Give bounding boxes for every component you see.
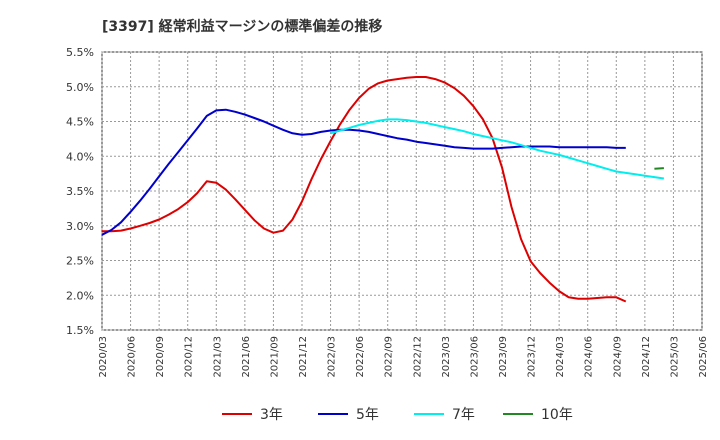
legend-label: 3年 <box>260 407 283 423</box>
x-tick-labels: 2020/03 2020/06 2020/09 2020/12 2021/03 2021/… <box>98 336 709 378</box>
y-gridlines <box>102 51 702 331</box>
x-tick-label: 2021/06 <box>241 336 252 378</box>
x-tick-label: 2020/09 <box>155 336 166 378</box>
x-tick-label: 2025/06 <box>698 336 709 378</box>
x-tick-label: 2022/12 <box>412 336 423 378</box>
y-tick-labels: 5.5% 5.0% 4.5% 4.0% 3.5% 3.0% 2.5% 2.0% 1.5% <box>66 46 94 337</box>
legend-label: 10年 <box>541 407 573 423</box>
series-layer <box>101 76 665 303</box>
y-tick-label: 5.0% <box>66 81 94 94</box>
x-tick-label: 2020/12 <box>184 336 195 378</box>
y-tick-label: 3.5% <box>66 185 94 198</box>
chart-title: [3397] 経常利益マージンの標準偏差の推移 <box>102 19 383 35</box>
legend-label: 7年 <box>452 407 475 423</box>
x-tick-label: 2022/09 <box>384 336 395 378</box>
series-line-3 <box>330 118 665 180</box>
x-tick-label: 2020/06 <box>127 336 138 378</box>
x-tick-label: 2024/09 <box>612 336 623 378</box>
x-tick-label: 2020/03 <box>98 336 109 378</box>
x-tick-label: 2025/03 <box>669 336 680 378</box>
x-tick-label: 2023/06 <box>469 336 480 378</box>
x-tick-label: 2023/09 <box>498 336 509 378</box>
x-tick-label: 2023/12 <box>527 336 538 378</box>
y-tick-label: 2.0% <box>66 289 94 302</box>
x-tick-label: 2022/06 <box>355 336 366 378</box>
x-tick-label: 2021/03 <box>212 336 223 378</box>
y-tick-label: 1.5% <box>66 324 94 337</box>
y-tick-label: 5.5% <box>66 46 94 59</box>
x-tick-label: 2021/12 <box>298 336 309 378</box>
series-line-4 <box>654 167 664 170</box>
x-tick-label: 2024/12 <box>641 336 652 378</box>
y-tick-label: 4.5% <box>66 116 94 129</box>
legend-label: 5年 <box>356 407 379 423</box>
y-tick-label: 3.0% <box>66 220 94 233</box>
x-tick-label: 2021/09 <box>269 336 280 378</box>
y-tick-label: 4.0% <box>66 150 94 163</box>
x-tick-label: 2022/03 <box>327 336 338 378</box>
x-tick-label: 2023/03 <box>441 336 452 378</box>
series-line-1 <box>102 76 627 303</box>
x-tick-label: 2024/03 <box>555 336 566 378</box>
y-tick-label: 2.5% <box>66 255 94 268</box>
legend: 3年 5年 7年 10年 <box>222 407 573 423</box>
x-tick-label: 2024/06 <box>584 336 595 378</box>
series-line-2 <box>101 108 626 236</box>
